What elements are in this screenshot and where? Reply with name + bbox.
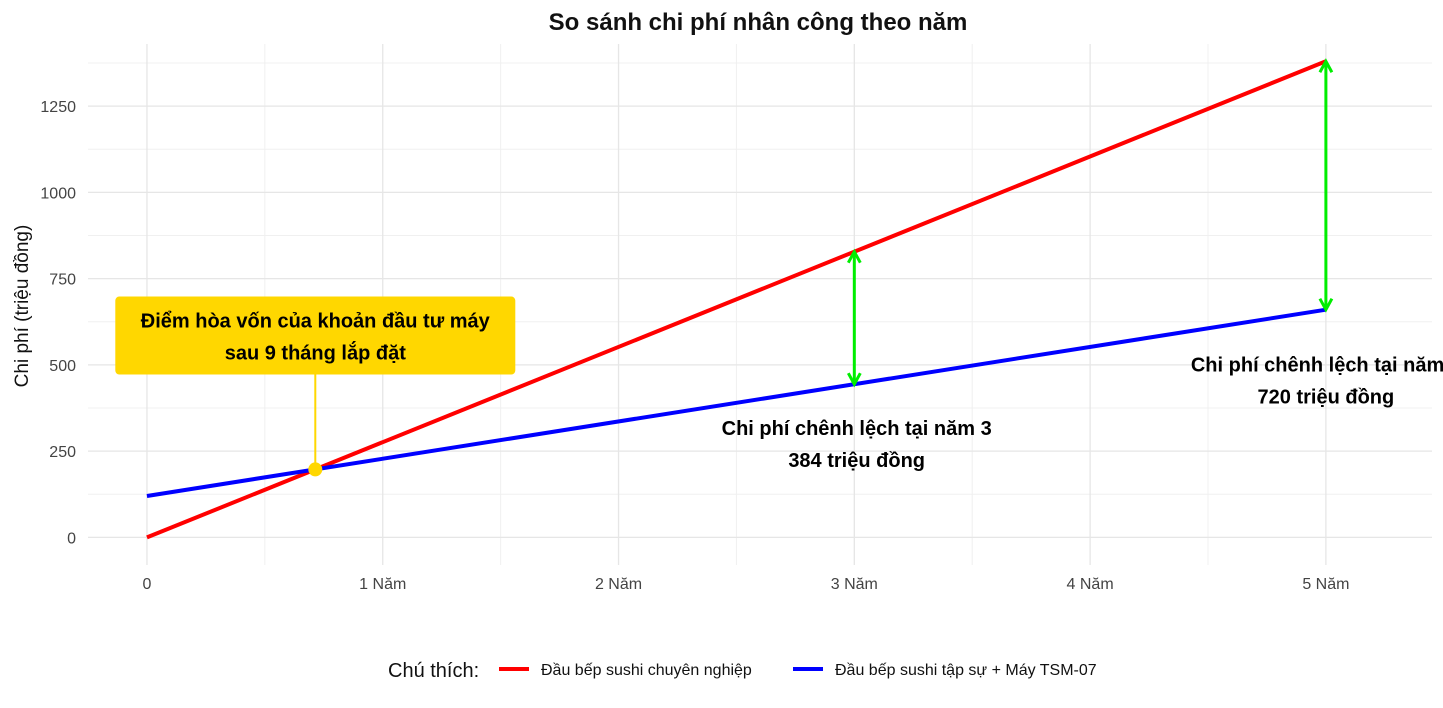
y-tick-label: 500 bbox=[49, 358, 76, 375]
series-line-0 bbox=[146, 59, 1327, 540]
difference-arrow-head-bottom bbox=[1318, 297, 1334, 313]
series-line-1 bbox=[146, 307, 1327, 498]
difference-label-line: 720 triệu đồng bbox=[1258, 386, 1395, 408]
y-tick-label: 1000 bbox=[40, 185, 76, 202]
y-tick-label: 0 bbox=[67, 530, 76, 547]
x-tick-label: 2 Năm bbox=[595, 576, 642, 593]
breakeven-label-line: Điểm hòa vốn của khoản đầu tư máy bbox=[141, 311, 491, 333]
y-axis: 0 250 500 750 1000 1250 bbox=[40, 99, 76, 547]
y-tick-label: 250 bbox=[49, 444, 76, 461]
difference-label-line: Chi phí chênh lệch tại năm 3 bbox=[722, 418, 992, 440]
chart-title: So sánh chi phí nhân công theo năm bbox=[549, 9, 968, 36]
breakeven-label-line: sau 9 tháng lắp đặt bbox=[225, 341, 406, 365]
legend-title: Chú thích: bbox=[388, 660, 479, 682]
y-tick-label: 1250 bbox=[40, 99, 76, 116]
difference-label-line: Chi phí chênh lệch tại năm 5 bbox=[1191, 354, 1443, 376]
x-tick-label: 5 Năm bbox=[1302, 576, 1349, 593]
y-tick-label: 750 bbox=[49, 272, 76, 289]
x-tick-label: 1 Năm bbox=[359, 576, 406, 593]
x-axis: 0 1 Năm 2 Năm 3 Năm 4 Năm 5 Năm bbox=[142, 576, 1349, 593]
x-tick-label: 4 Năm bbox=[1067, 576, 1114, 593]
difference-arrow-head-top bbox=[846, 248, 862, 264]
x-tick-label: 0 bbox=[142, 576, 151, 593]
difference-arrow-head-bottom bbox=[846, 372, 862, 388]
breakeven-label-box bbox=[115, 296, 516, 375]
x-tick-label: 3 Năm bbox=[831, 576, 878, 593]
legend: Chú thích: Đầu bếp sushi chuyên nghiệp Đầu… bbox=[388, 660, 1097, 682]
series-layer bbox=[146, 59, 1327, 540]
breakeven-point bbox=[308, 462, 323, 477]
annotations-layer: Điểm hòa vốn của khoản đầu tư máy sau 9 t… bbox=[115, 58, 1443, 477]
y-axis-label: Chi phí (triệu đồng) bbox=[12, 225, 33, 388]
legend-label-0: Đầu bếp sushi chuyên nghiệp bbox=[541, 662, 752, 679]
difference-label-line: 384 triệu đồng bbox=[788, 450, 925, 472]
legend-label-1: Đầu bếp sushi tập sự + Máy TSM-07 bbox=[835, 662, 1097, 679]
difference-arrow-head-top bbox=[1318, 58, 1334, 73]
